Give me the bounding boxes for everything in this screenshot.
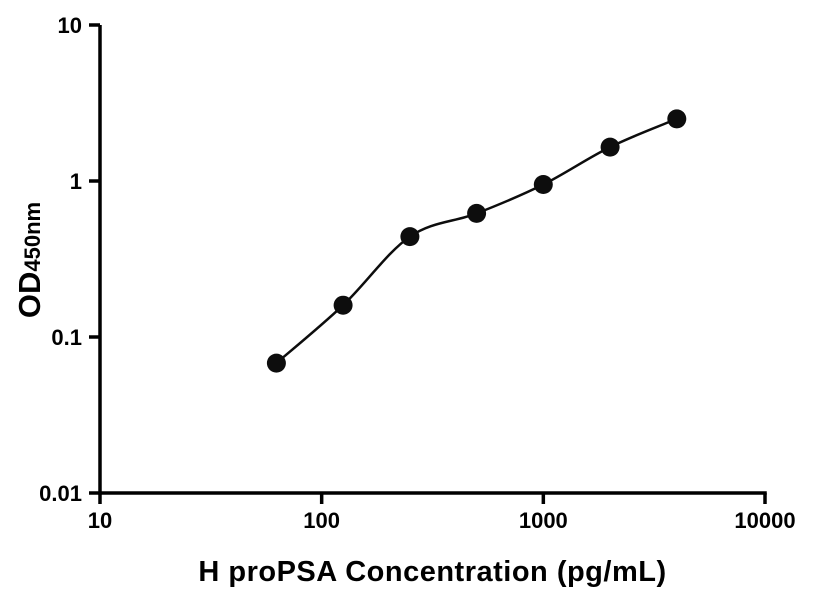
x-axis-title: H proPSA Concentration (pg/mL) <box>198 556 667 588</box>
data-point <box>400 227 420 247</box>
y-tick-label: 0.1 <box>51 325 82 350</box>
y-tick-label: 0.01 <box>39 481 82 506</box>
fit-curve <box>275 117 678 365</box>
data-point <box>600 137 620 157</box>
data-point <box>667 109 687 129</box>
y-axis-title-main: OD <box>12 271 47 319</box>
x-tick-label: 10000 <box>734 508 795 533</box>
data-point <box>467 203 487 223</box>
y-axis-title-sub: 450nm <box>20 201 45 272</box>
x-tick-label: 1000 <box>519 508 568 533</box>
y-axis-title: OD450nm <box>12 202 48 318</box>
data-point <box>266 353 286 373</box>
data-point <box>333 295 353 315</box>
x-tick-label: 10 <box>88 508 112 533</box>
x-tick-label: 100 <box>303 508 340 533</box>
y-tick-label: 1 <box>70 169 82 194</box>
data-point <box>533 175 553 194</box>
y-tick-label: 10 <box>58 13 82 38</box>
